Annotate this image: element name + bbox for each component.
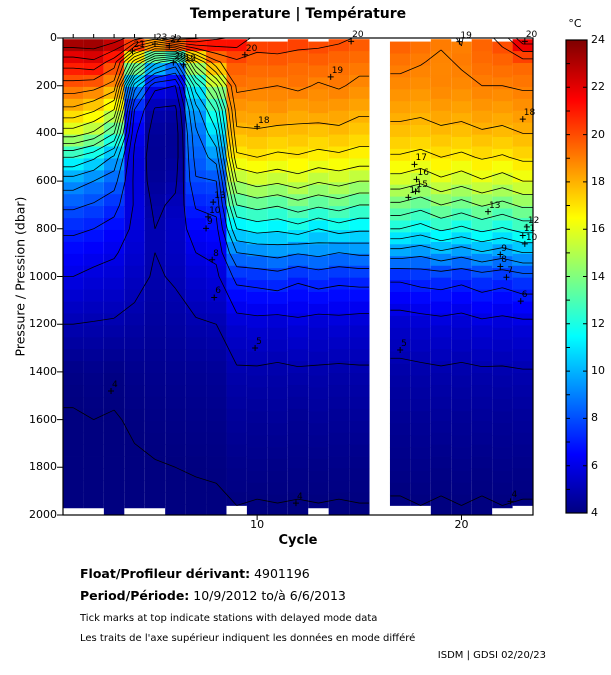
y-tick-label: 600 — [36, 174, 57, 188]
x-axis-label: Cycle — [278, 533, 318, 548]
contour-label: 7 — [507, 266, 514, 277]
contour-label: 8 — [213, 248, 219, 259]
colorbar-tick-label: 8 — [591, 411, 598, 425]
credit-stamp: ISDM | GDSI 02/20/23 — [437, 650, 546, 661]
y-tick-label: 1400 — [29, 364, 57, 378]
colorbar-tick-label: 20 — [591, 127, 605, 141]
contour-label: 9 — [501, 243, 508, 254]
colorbar-tick-label: 16 — [591, 222, 605, 236]
x-tick-label: 10 — [250, 518, 265, 531]
contour-label: 20 — [525, 30, 538, 41]
contour-label: 13 — [214, 191, 226, 202]
contour-label: 11 — [523, 224, 536, 235]
y-tick-label: 200 — [36, 78, 57, 92]
contour-label: 20 — [174, 51, 186, 62]
contour-label: 18 — [258, 115, 270, 126]
contour-label: 15 — [416, 180, 428, 191]
contour-label: 18 — [523, 108, 536, 119]
colorbar-tick-label: 22 — [591, 80, 605, 94]
contour-label: 4 — [511, 490, 518, 501]
y-tick-label: 1600 — [29, 412, 57, 426]
contour-label: 10 — [209, 205, 221, 216]
contour-label: 21 — [133, 40, 145, 51]
contour-label: 19 — [184, 53, 197, 64]
period-label: Period/Période: — [80, 588, 190, 603]
contour-label: 20 — [352, 30, 364, 41]
colorbar-tick-label: 14 — [591, 269, 605, 283]
y-tick-label: 1000 — [29, 269, 57, 283]
colorbar-tick-label: 24 — [591, 33, 605, 46]
period-value: 10/9/2012 to/à 6/6/2013 — [193, 588, 346, 603]
contour-label: 17 — [415, 153, 427, 164]
float-id-label: Float/Profileur dérivant: — [80, 566, 251, 581]
delayed-mode-note-fr: Les traits de l'axe supérieur indiquent … — [80, 633, 416, 644]
contour-label: 5 — [401, 338, 407, 349]
contour-label: 23 — [155, 32, 168, 43]
colorbar-tick-label: 10 — [591, 364, 605, 378]
colorbar-tick-label: 6 — [591, 458, 598, 472]
contour-label: 5 — [256, 337, 262, 348]
contour-label: 12 — [527, 215, 540, 226]
float-id-line: Float/Profileur dérivant: 4901196 — [80, 566, 310, 581]
y-tick-label: 400 — [36, 126, 57, 140]
float-id-value: 4901196 — [254, 566, 310, 581]
y-tick-label: 1800 — [29, 460, 57, 474]
contour-label: 4 — [112, 379, 118, 390]
colorbar-unit-label: °C — [568, 17, 582, 30]
y-tick-label: 800 — [36, 221, 57, 235]
figure-title: Temperature | Température — [189, 6, 407, 22]
contour-label: 6 — [521, 290, 528, 301]
contour-label: 19 — [460, 30, 472, 41]
contour-label: 19 — [331, 65, 344, 76]
contour-label: 9 — [207, 217, 213, 228]
period-line: Period/Période: 10/9/2012 to/à 6/6/2013 — [80, 588, 346, 603]
contour-label: 22 — [170, 34, 182, 45]
y-tick-label: 1200 — [29, 317, 57, 331]
contour-label: 20 — [245, 43, 258, 54]
contour-label: 16 — [417, 168, 429, 179]
contour-label: 14 — [409, 186, 421, 197]
contour-label: 13 — [489, 200, 501, 211]
contour-label: 4 — [296, 492, 303, 503]
colorbar-tick-label: 4 — [591, 506, 598, 519]
delayed-mode-note-en: Tick marks at top indicate stations with… — [80, 613, 378, 624]
colorbar-tick-label: 12 — [591, 316, 605, 330]
colorbar-tick-label: 18 — [591, 174, 605, 188]
contour-label: 8 — [501, 255, 508, 266]
x-tick-label: 20 — [454, 518, 469, 531]
contour-label: 6 — [215, 286, 221, 297]
y-tick-label: 2000 — [29, 508, 57, 521]
y-tick-label: 0 — [50, 31, 57, 44]
contour-label: 10 — [525, 232, 538, 243]
